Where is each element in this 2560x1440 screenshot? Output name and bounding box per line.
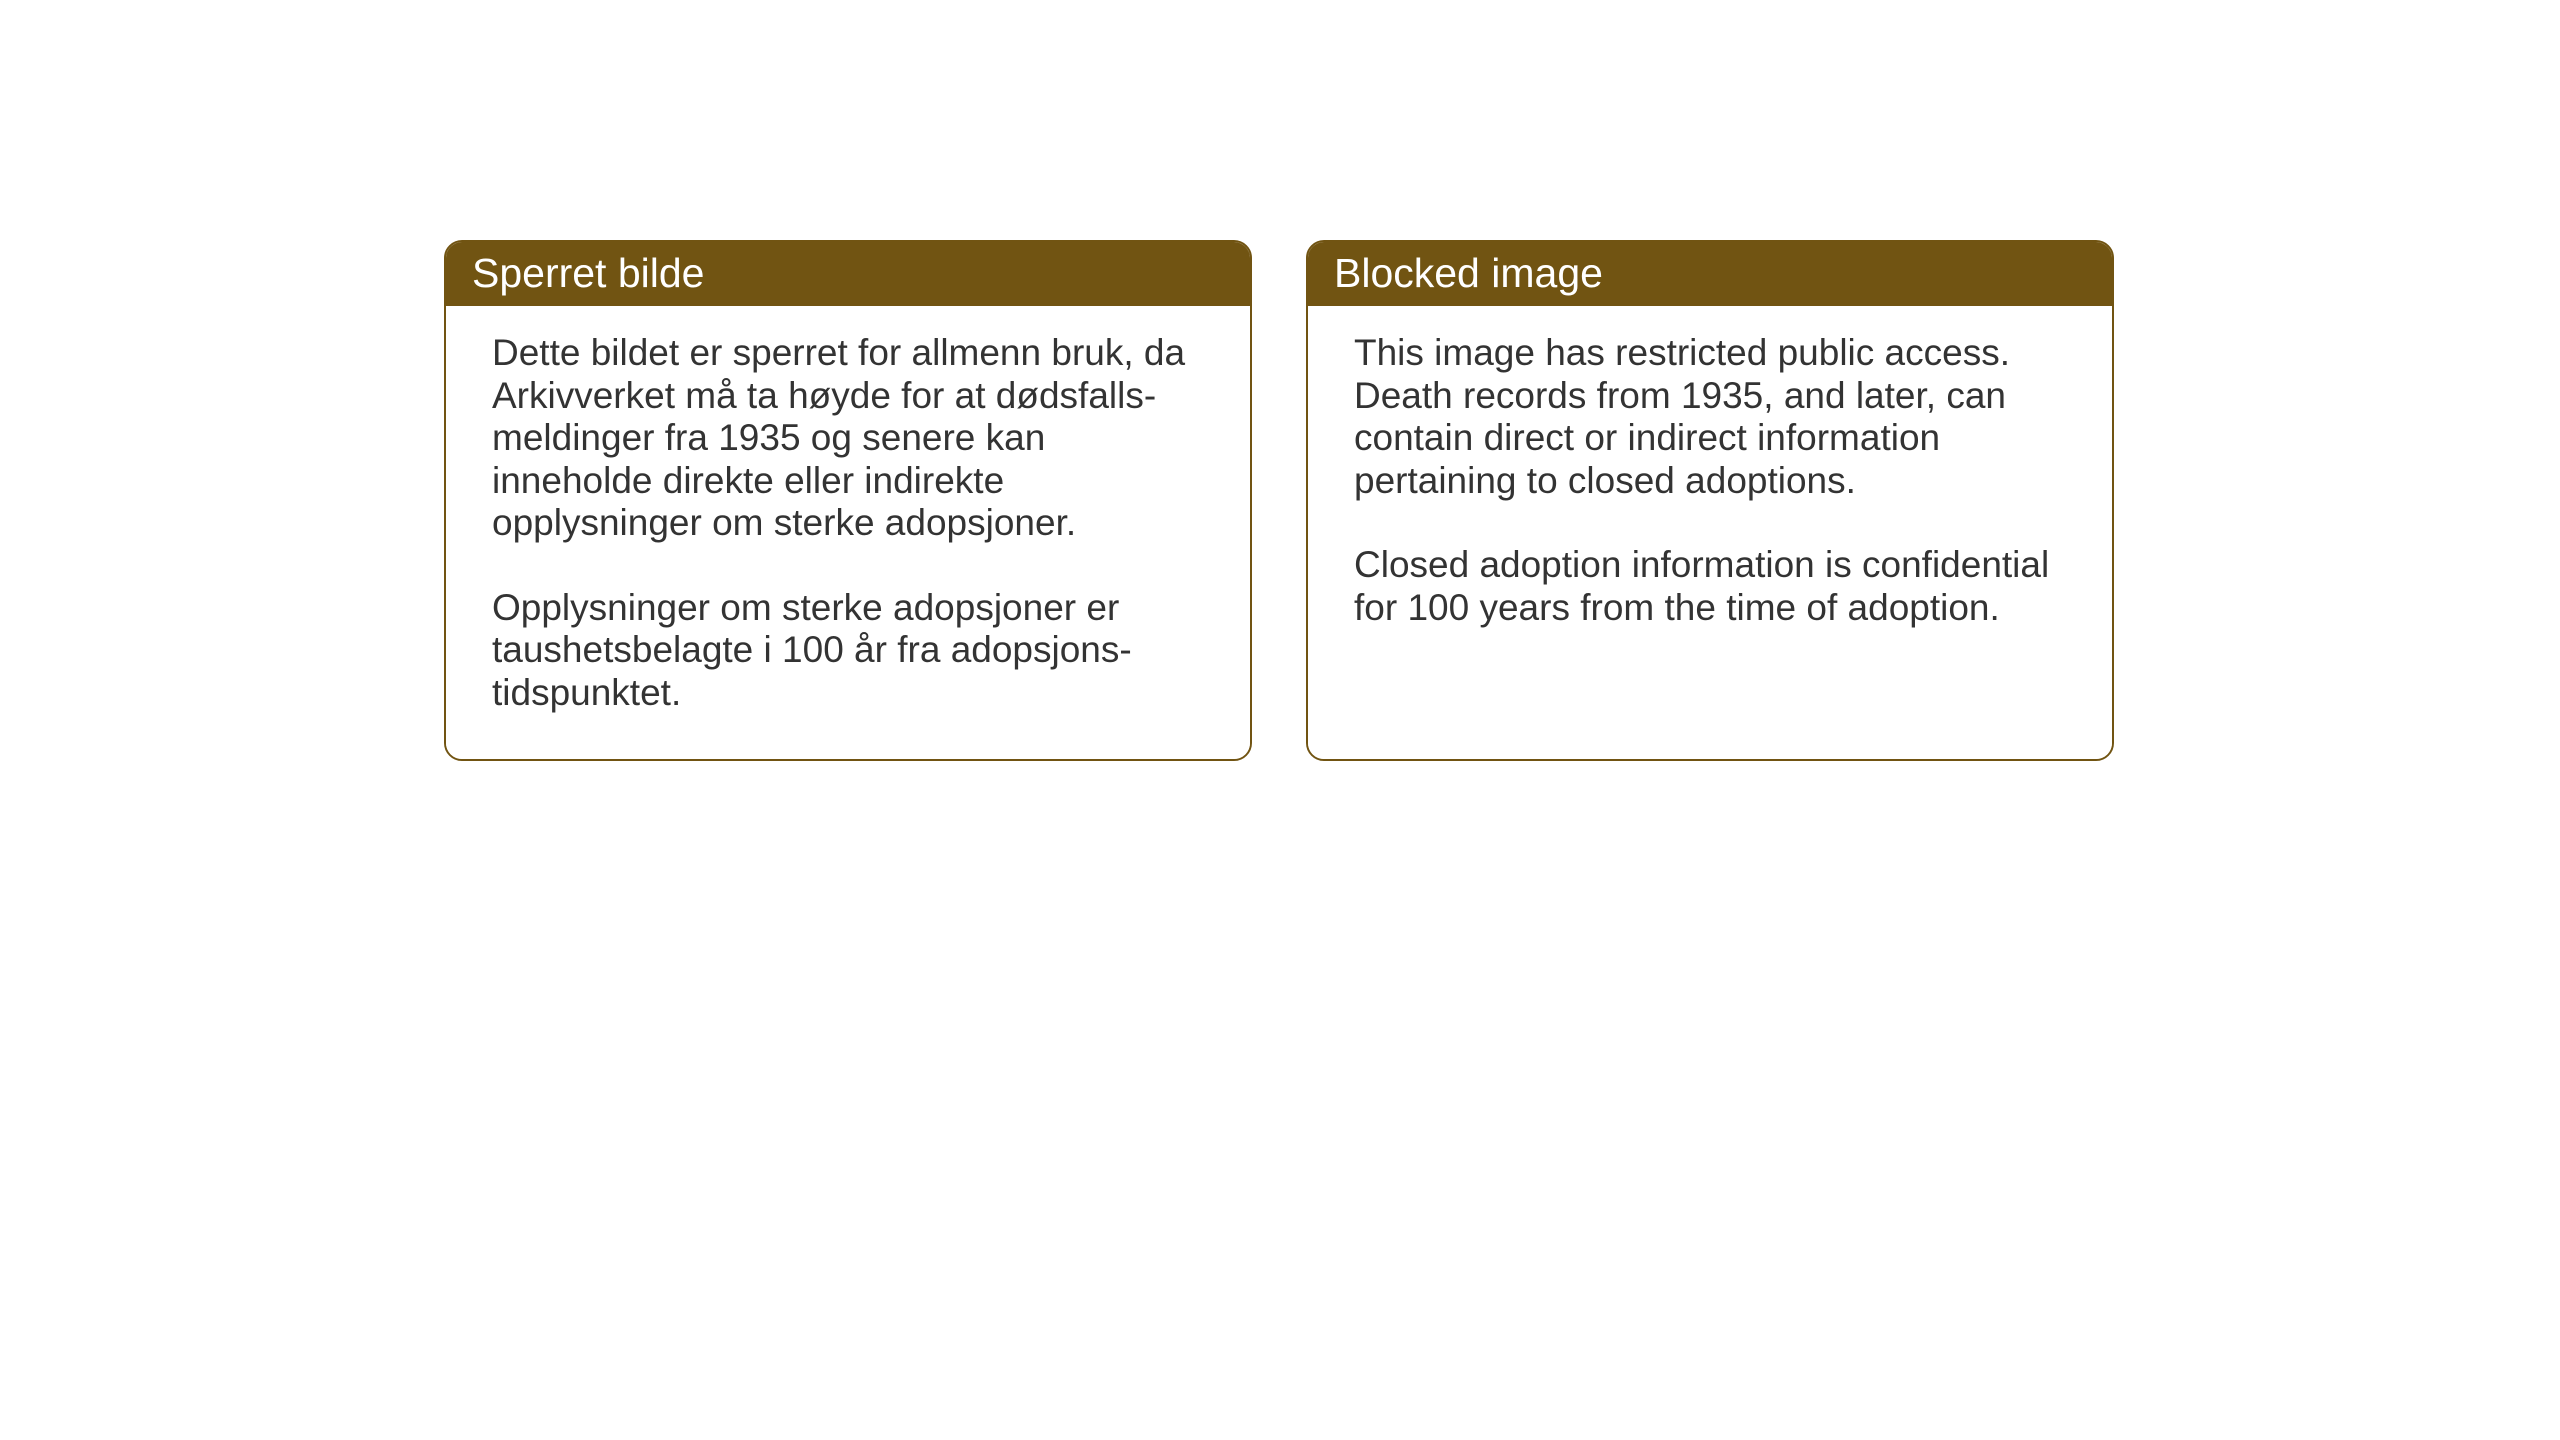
card-header: Sperret bilde — [446, 242, 1250, 306]
notice-container: Sperret bilde Dette bildet er sperret fo… — [444, 240, 2114, 761]
notice-card-english: Blocked image This image has restricted … — [1306, 240, 2114, 761]
card-paragraph: Dette bildet er sperret for allmenn bruk… — [492, 332, 1208, 545]
card-header: Blocked image — [1308, 242, 2112, 306]
card-title: Blocked image — [1334, 250, 1603, 296]
card-body: Dette bildet er sperret for allmenn bruk… — [446, 306, 1250, 758]
card-title: Sperret bilde — [472, 250, 704, 296]
card-paragraph: Closed adoption information is confident… — [1354, 544, 2070, 629]
card-paragraph: This image has restricted public access.… — [1354, 332, 2070, 502]
notice-card-norwegian: Sperret bilde Dette bildet er sperret fo… — [444, 240, 1252, 761]
card-body: This image has restricted public access.… — [1308, 306, 2112, 758]
card-paragraph: Opplysninger om sterke adopsjoner er tau… — [492, 587, 1208, 715]
